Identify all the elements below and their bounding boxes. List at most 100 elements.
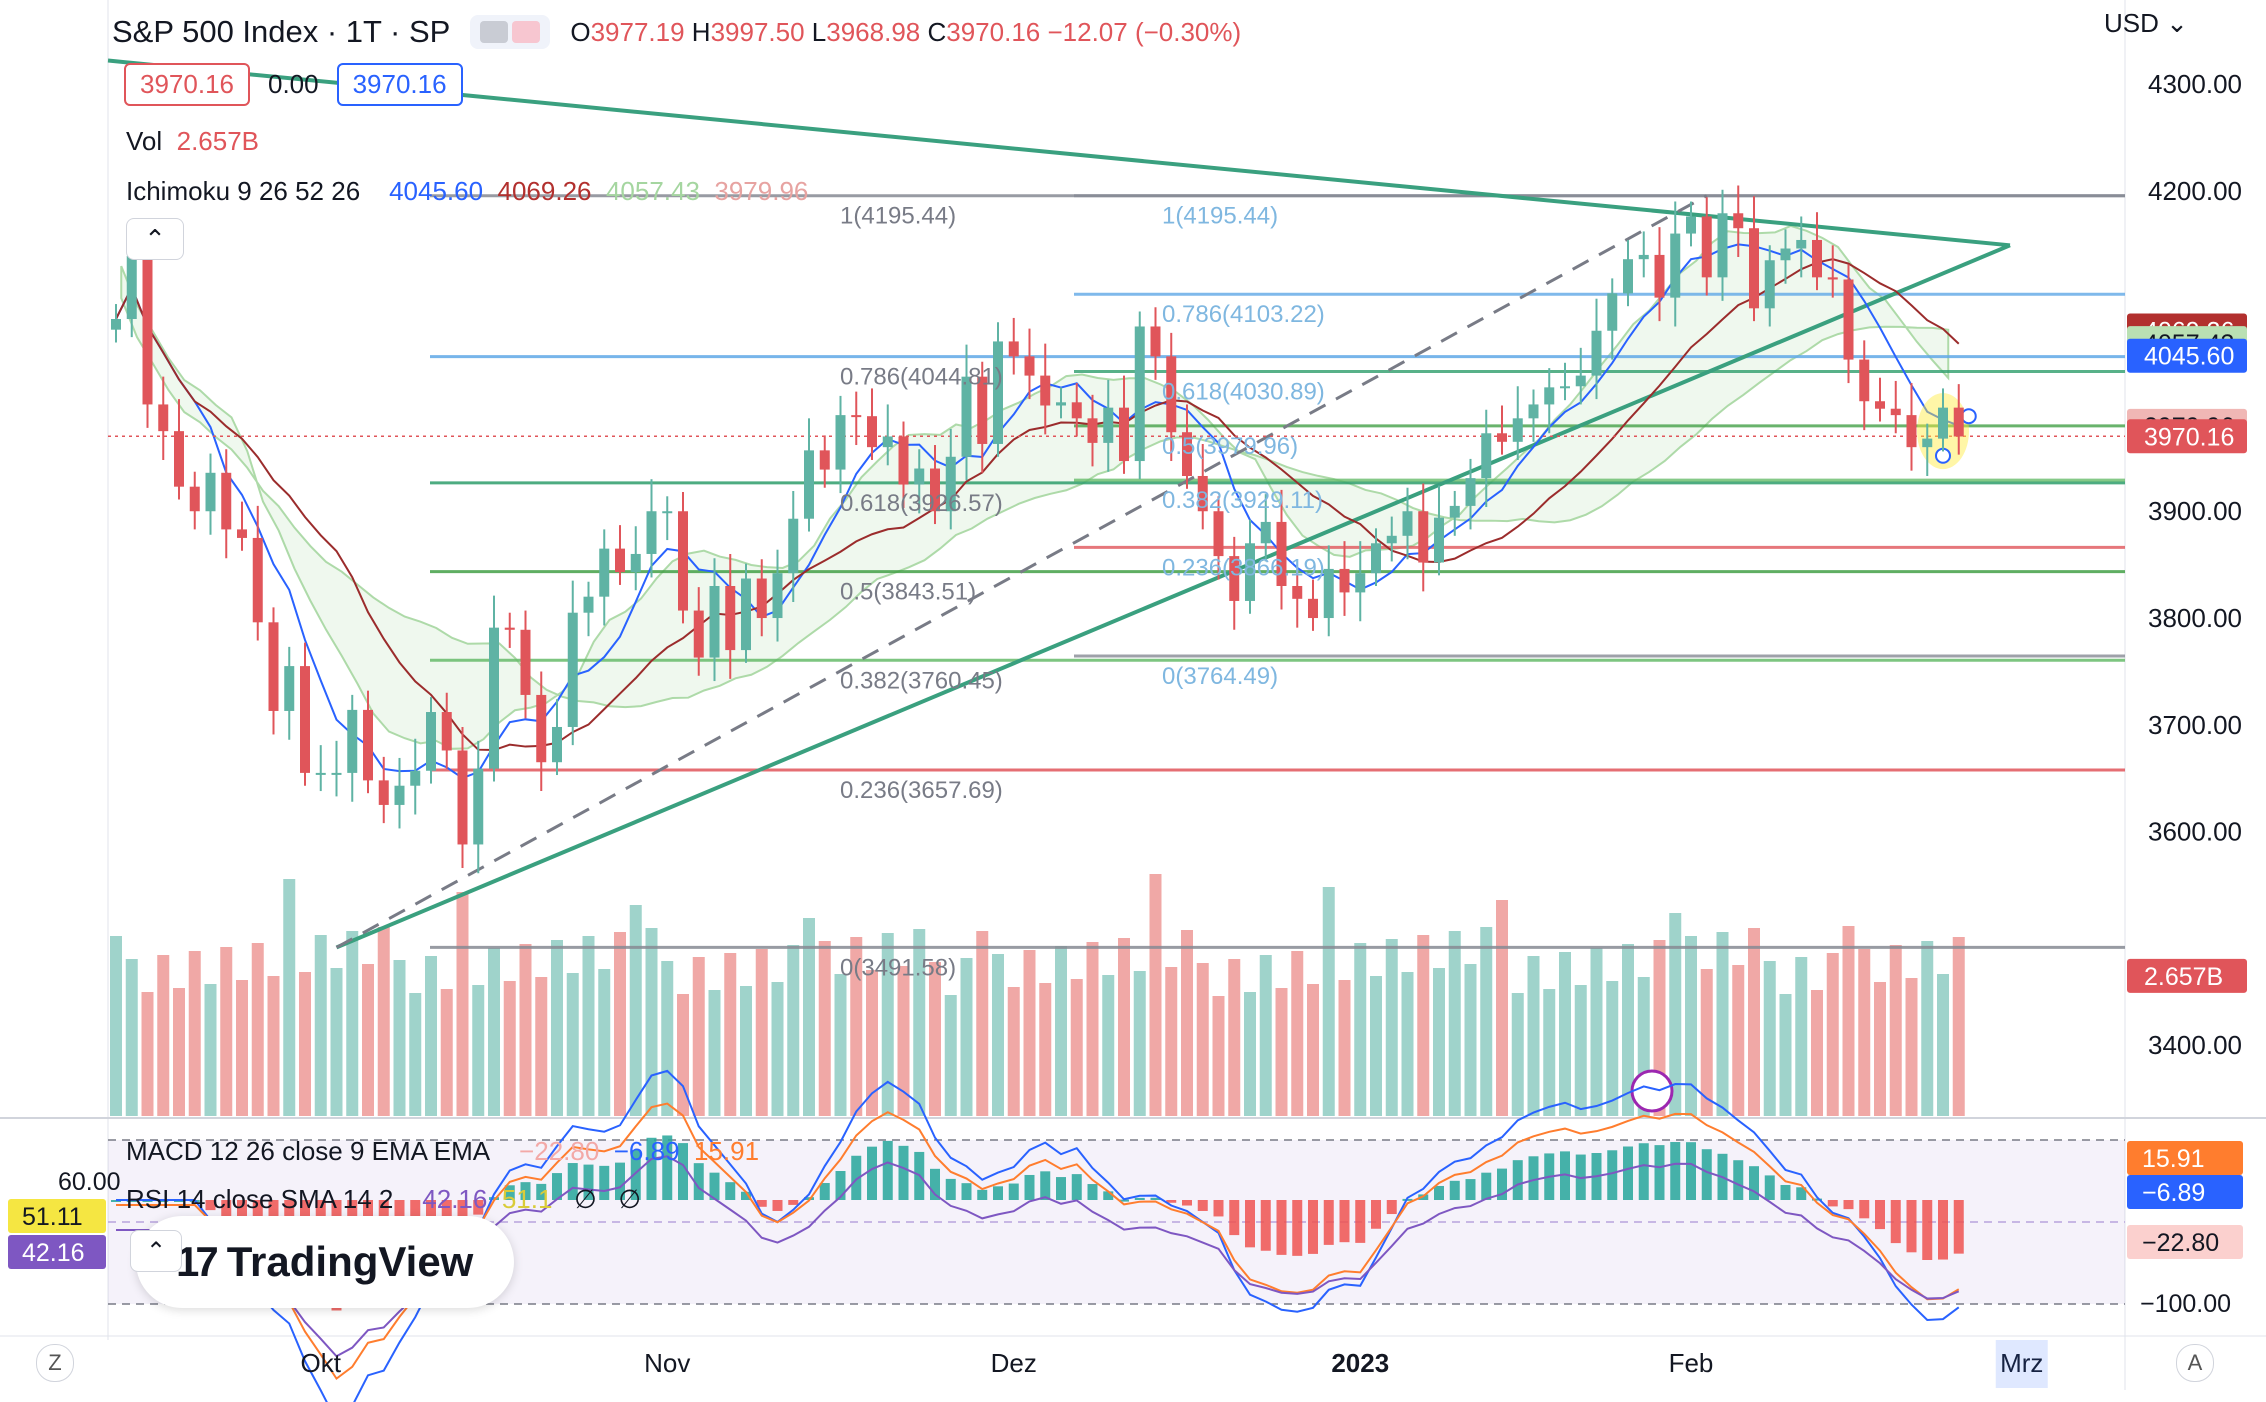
macd-histogram-bar (646, 1137, 657, 1200)
collapse-lower-pane-button[interactable]: ⌃ (130, 1230, 182, 1272)
open-value: 3977.19 (590, 16, 685, 47)
macd-histogram-bar (1938, 1200, 1948, 1260)
volume-legend[interactable]: Vol 2.657B (126, 126, 259, 157)
candle-body (725, 586, 736, 651)
volume-bar (992, 954, 1004, 1116)
currency-selector[interactable]: USD ⌄ (2104, 8, 2188, 39)
candle-body (1386, 535, 1397, 544)
ichimoku-cloud (120, 224, 1950, 750)
volume-bar (1464, 964, 1477, 1116)
volume-bar (787, 945, 800, 1116)
volume-bar (1401, 972, 1414, 1116)
candle-body (945, 456, 956, 512)
candle-body (1371, 543, 1381, 574)
macd-histogram-bar (552, 1173, 562, 1200)
macd-histogram-bar (1213, 1200, 1224, 1217)
macd-histogram-bar (1638, 1143, 1649, 1200)
fib-level-label-2: 0.382(3929.11) (1162, 487, 1323, 514)
rsi-extra-value: 51.1 (501, 1184, 553, 1214)
candle-body (1764, 260, 1775, 309)
candle-body (1434, 517, 1444, 563)
volume-bar (645, 928, 658, 1116)
lower-pane-label: −100.00 (2140, 1290, 2231, 1318)
candle-body (1670, 233, 1681, 298)
ichimoku-legend[interactable]: Ichimoku 9 26 52 26 4045.60 4069.26 4057… (126, 176, 808, 207)
ichimoku-lead1-value: 4057.43 (605, 176, 700, 206)
time-axis-label: Okt (301, 1348, 342, 1378)
fib-level-label-2: 1(4195.44) (1162, 203, 1278, 230)
candle-body (835, 415, 846, 470)
low-value: 3968.98 (826, 16, 921, 47)
candle-body (284, 666, 295, 711)
fib-level-label: 0.382(3760.45) (840, 667, 1003, 694)
chart-style-toggle[interactable] (470, 15, 551, 49)
macd-histogram-bar (1056, 1177, 1066, 1200)
volume-bar (1102, 975, 1115, 1116)
macd-histogram-bar (1292, 1200, 1303, 1256)
fib-level-label-2: 0.618(4030.89) (1162, 378, 1325, 405)
price-axis-label: 3700.00 (2148, 710, 2242, 740)
macd-histogram-bar (804, 1197, 814, 1200)
timezone-button[interactable]: Z (36, 1344, 74, 1382)
candle-body (111, 319, 121, 330)
volume-bar (157, 955, 170, 1116)
candle-body (394, 785, 405, 805)
price-axis-label: 3600.00 (2148, 817, 2242, 847)
auto-scale-button[interactable]: A (2176, 1344, 2214, 1382)
candle-body (1150, 326, 1161, 357)
macd-histogram-bar (1623, 1146, 1633, 1200)
candle-body (1528, 404, 1539, 419)
candle-body (693, 610, 704, 658)
macd-histogram-bar (709, 1172, 720, 1200)
fib-level-label-2: 0.786(4103.22) (1162, 301, 1325, 328)
macd-histogram-bar (1859, 1200, 1870, 1219)
volume-bar (1039, 983, 1052, 1116)
macd-histogram-bar (457, 1200, 468, 1229)
fib-level-label: 0.236(3657.69) (840, 777, 1003, 804)
volume-bar (393, 960, 406, 1116)
candle-body (1733, 213, 1744, 229)
macd-histogram-bar (993, 1186, 1003, 1200)
candle-body (237, 529, 247, 538)
time-axis-label: Nov (644, 1348, 690, 1378)
collapse-legend-button[interactable]: ⌃ (126, 218, 184, 260)
macd-histogram-bar (1560, 1151, 1570, 1200)
volume-bar (1133, 971, 1146, 1116)
candle-body (1544, 387, 1555, 405)
macd-line-value: −6.89 (613, 1136, 680, 1166)
trade-buttons: 3970.16 0.00 3970.16 (124, 62, 463, 106)
rsi-side-tag (8, 1199, 106, 1233)
volume-bar (1559, 952, 1571, 1116)
buy-button[interactable]: 3970.16 (336, 62, 463, 106)
tradingview-logo[interactable]: 17 TradingView (136, 1216, 514, 1308)
volume-bar (1291, 951, 1304, 1116)
candle-body (1749, 228, 1759, 309)
macd-legend[interactable]: MACD 12 26 close 9 EMA EMA −22.80 −6.89 … (126, 1136, 759, 1167)
volume-bar (1480, 927, 1493, 1116)
candle-body (1024, 356, 1035, 376)
sell-button[interactable]: 3970.16 (124, 62, 250, 106)
candle-body (1875, 401, 1885, 409)
macd-name: MACD 12 26 close 9 EMA EMA (126, 1136, 491, 1166)
candle-body (1859, 359, 1870, 402)
volume-bar (188, 951, 201, 1116)
candle-body (426, 712, 436, 771)
candle-body (504, 627, 515, 630)
volume-bar (425, 956, 437, 1116)
candle-body (615, 548, 625, 573)
symbol-title[interactable]: S&P 500 Index · 1T · SP (112, 14, 451, 49)
macd-histogram-bar (630, 1149, 641, 1200)
corner-right-label: A (2187, 1350, 2203, 1375)
volume-bar (409, 993, 422, 1116)
candle-body (205, 472, 216, 512)
volume-bar (503, 981, 516, 1116)
volume-bar (771, 982, 784, 1116)
price-axis-label: 3900.00 (2148, 496, 2242, 526)
volume-bar (125, 959, 138, 1116)
macd-histogram-bar (1371, 1200, 1381, 1229)
rsi-legend[interactable]: RSI 14 close SMA 14 2 42.16 51.1 ∅ ∅ (126, 1184, 641, 1215)
candle-body (756, 578, 767, 619)
alert-lightning-icon (1630, 1069, 1674, 1113)
current-date-highlight (1995, 1340, 2048, 1388)
